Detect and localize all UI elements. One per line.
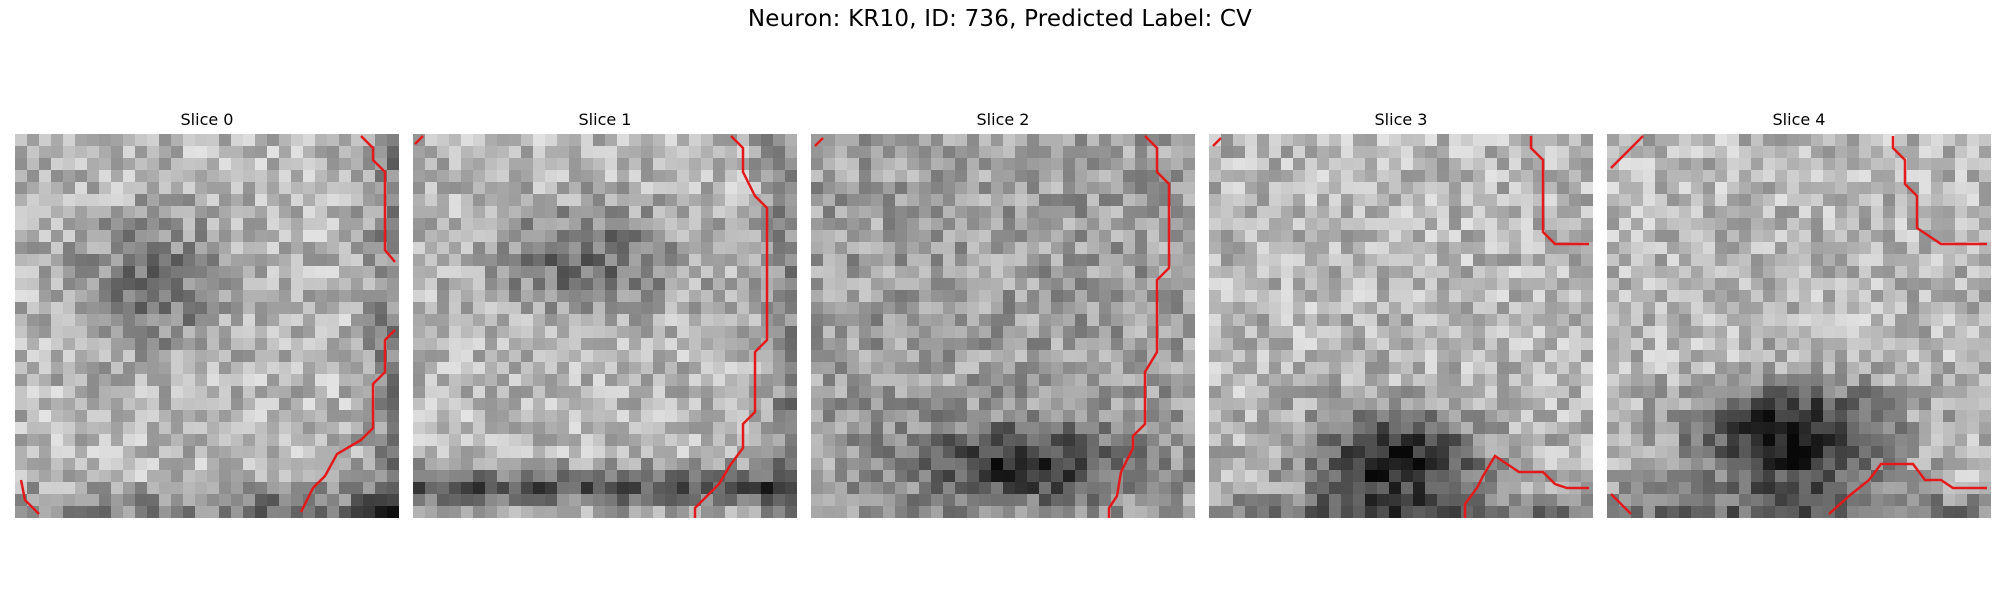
slice-panel-1: Slice 1 — [413, 108, 797, 518]
slice-panel-4: Slice 4 — [1607, 108, 1991, 518]
slice-panel-0: Slice 0 — [15, 108, 399, 518]
slice-image — [15, 134, 399, 518]
slice-panel-2: Slice 2 — [811, 108, 1195, 518]
slice-title: Slice 0 — [180, 110, 234, 129]
slice-panel-3: Slice 3 — [1209, 108, 1593, 518]
slice-title: Slice 2 — [976, 110, 1030, 129]
slice-image — [811, 134, 1195, 518]
slice-title: Slice 1 — [578, 110, 632, 129]
slice-title: Slice 3 — [1374, 110, 1428, 129]
slice-title: Slice 4 — [1772, 110, 1826, 129]
figure-title: Neuron: KR10, ID: 736, Predicted Label: … — [747, 6, 1253, 32]
slice-image — [1607, 134, 1991, 518]
slice-image — [1209, 134, 1593, 518]
slice-image — [413, 134, 797, 518]
